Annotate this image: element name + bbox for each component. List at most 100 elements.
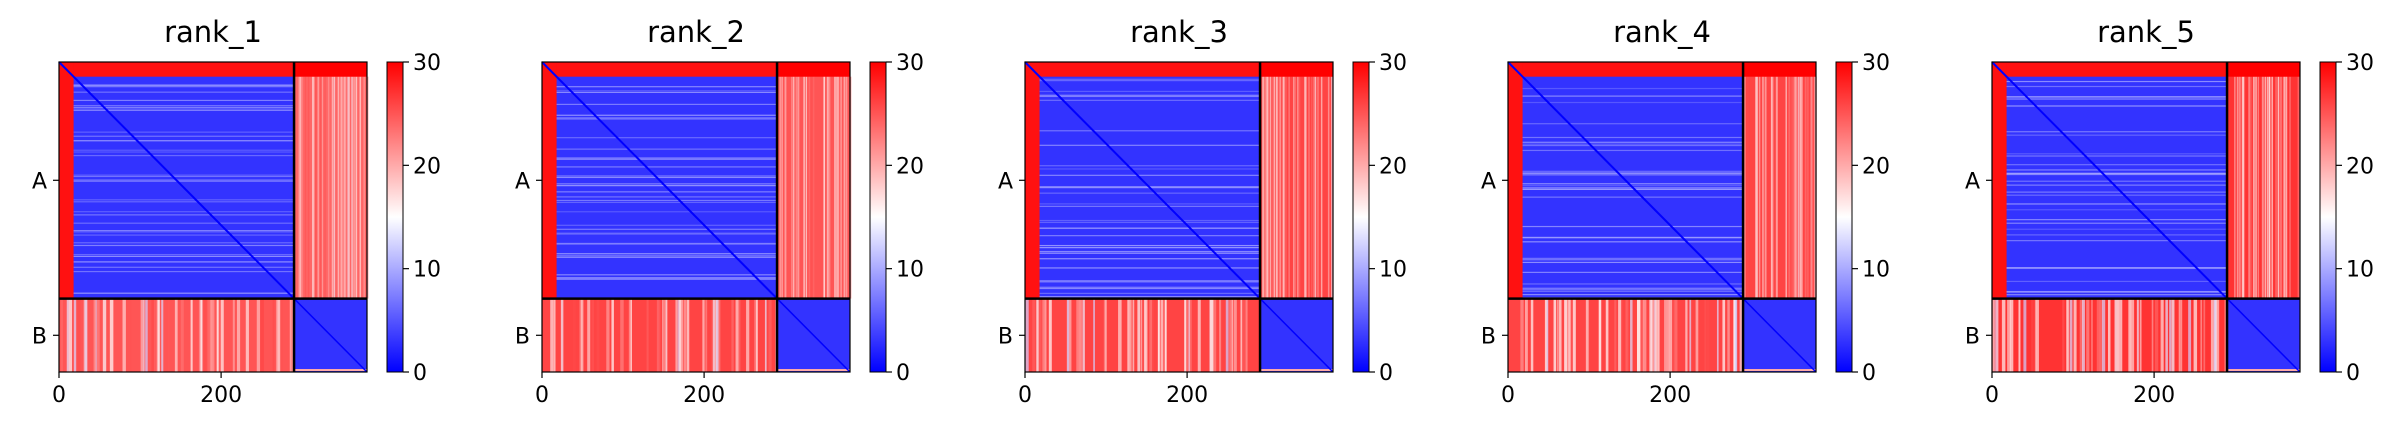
block-a-a-streak — [1039, 165, 1261, 167]
block-a-a-streak — [556, 175, 778, 177]
block-a-b-stripe — [2289, 76, 2291, 299]
block-a-b-stripe — [1331, 76, 1333, 299]
block-b-a-stripe — [2139, 298, 2142, 372]
heatmap-panel-2: rank_2 A B 0 200 0 10 20 30 — [515, 15, 924, 408]
block-a-b-stripe — [1279, 76, 1282, 299]
block-b-a-stripe — [2213, 298, 2217, 372]
block-b-a-stripe — [630, 298, 632, 372]
block-a-a-streak — [556, 158, 778, 160]
chart-title: rank_3 — [1130, 15, 1228, 49]
block-a-a-streak — [73, 266, 295, 268]
block-b-a-stripe — [96, 298, 100, 372]
block-a-a-streak — [73, 99, 295, 102]
block-b-a-stripe — [683, 298, 687, 372]
block-b-a-stripe — [153, 298, 156, 372]
block-b-a-stripe — [2079, 298, 2084, 372]
block-a-b-stripe — [2264, 76, 2267, 299]
block-a-b-stripe — [1805, 76, 1807, 299]
block-a-a-streak — [556, 211, 778, 213]
block-b-a-stripe — [236, 298, 241, 372]
diagonal-a — [1991, 61, 2228, 300]
block-b-a-stripe — [1553, 298, 1556, 372]
block-a-b-stripe — [1788, 76, 1790, 299]
block-a-a-streak — [2006, 173, 2228, 176]
block-a-b-stripe — [1794, 76, 1796, 299]
block-a-b-stripe — [1292, 76, 1295, 299]
block-a-a-streak — [556, 191, 778, 193]
block-a-b-stripe — [1758, 76, 1761, 299]
block-a-a-streak — [556, 199, 778, 202]
block-a-a-streak — [73, 175, 295, 178]
block-b-a-stripe — [607, 298, 610, 372]
block-b-a-stripe — [84, 298, 88, 372]
block-b-a-stripe — [256, 298, 260, 372]
block-a-b-stripe — [2241, 76, 2244, 299]
block-b-a-stripe — [145, 298, 148, 372]
block-a-b-stripe — [1776, 76, 1778, 299]
block-b-a-stripe — [1127, 298, 1130, 372]
block-a-b-stripe — [354, 76, 357, 299]
block-a-a-streak — [1522, 257, 1744, 259]
block-a-b-stripe — [317, 76, 320, 299]
block-b-a-stripe — [1704, 298, 1707, 372]
block-a-a-streak — [1522, 174, 1744, 176]
block-b-a-stripe — [1233, 298, 1237, 372]
x-tick-label: 200 — [1166, 383, 1208, 408]
block-b-a-stripe — [1546, 298, 1549, 372]
block-a-a-streak — [2006, 80, 2228, 83]
x-tick-label: 200 — [2133, 383, 2175, 408]
block-a-a-streak — [2006, 173, 2228, 175]
block-a-a-streak — [1039, 280, 1261, 282]
block-a-a-streak — [556, 253, 778, 255]
block-a-a-streak — [556, 277, 778, 279]
block-b-a-stripe — [1229, 298, 1233, 372]
block-b-a-stripe — [1630, 298, 1633, 372]
block-a-b-stripe — [1314, 76, 1317, 299]
colorbar-tick-label: 30 — [2346, 51, 2374, 76]
block-b-a-stripe — [591, 298, 594, 372]
block-b-a-stripe — [161, 298, 164, 372]
block-b-a-stripe — [1093, 298, 1095, 372]
block-b-a-stripe — [2136, 298, 2139, 372]
block-b-a-stripe — [77, 298, 81, 372]
block-a-a-streak — [2006, 240, 2228, 242]
y-tick-label: B — [998, 324, 1013, 349]
block-a-a-streak — [1522, 237, 1744, 239]
block-a-b-stripe — [1285, 76, 1287, 299]
block-a-b-top — [1260, 62, 1333, 77]
block-a-b-stripe — [808, 76, 811, 299]
block-a-a-streak — [2006, 153, 2228, 155]
block-a-b-stripe — [342, 76, 344, 299]
block-a-b-stripe — [1763, 76, 1765, 299]
colorbar-tick-label: 0 — [413, 361, 427, 386]
block-a-a-streak — [1039, 203, 1261, 205]
block-a-a-streak — [1522, 123, 1744, 125]
block-a-b-stripe — [2262, 76, 2264, 299]
block-b-a-stripe — [1189, 298, 1192, 372]
block-a-a-streak — [1522, 170, 1744, 172]
block-b-a-stripe — [1524, 298, 1528, 372]
x-tick-label: 200 — [1649, 383, 1691, 408]
block-b-a-stripe — [712, 298, 716, 372]
block-a-b-stripe — [1297, 76, 1299, 299]
block-a-b-stripe — [1273, 76, 1275, 299]
block-a-a-streak — [1039, 99, 1261, 101]
block-a-a-streak — [1039, 79, 1261, 82]
block-b-a-stripe — [2018, 298, 2021, 372]
block-a-a-streak — [1039, 94, 1261, 96]
block-b-a-stripe — [1685, 298, 1688, 372]
block-a-a-streak — [1522, 171, 1744, 173]
block-b-a-stripe — [646, 298, 649, 372]
block-b-a-stripe — [2151, 298, 2154, 372]
block-b-a-stripe — [1067, 298, 1070, 372]
block-b-a-stripe — [207, 298, 211, 372]
block-b-a-stripe — [140, 298, 144, 372]
block-a-a-streak — [556, 196, 778, 198]
block-a-a-nterm-rows — [59, 62, 295, 77]
block-b-a-stripe — [232, 298, 235, 372]
block-b-a-stripe — [738, 298, 741, 372]
block-b-a-stripe — [715, 298, 719, 372]
block-a-a-streak — [2006, 291, 2228, 293]
block-a-a-streak — [1039, 95, 1261, 98]
block-a-b-stripe — [786, 76, 788, 299]
